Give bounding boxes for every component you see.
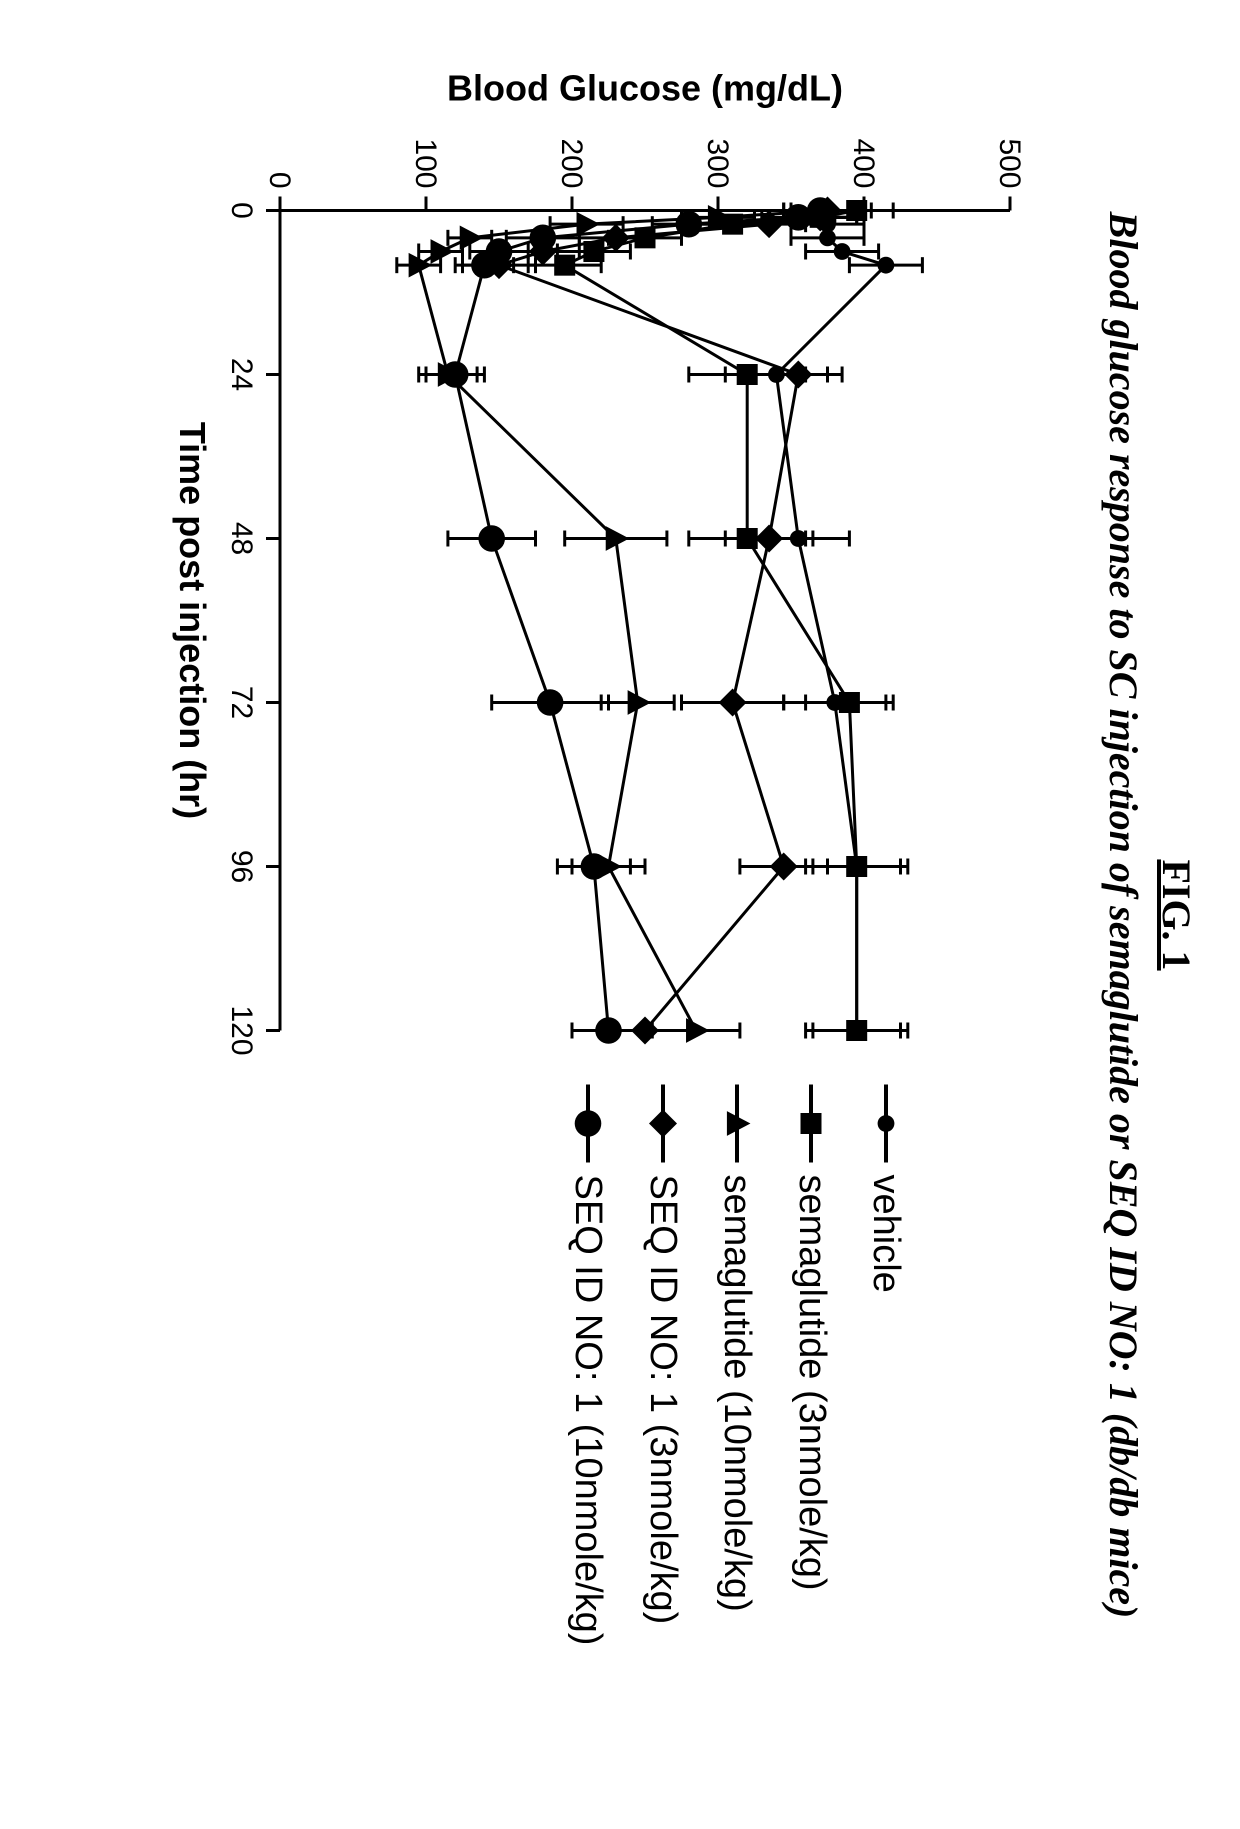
legend-marker-icon <box>861 1080 911 1166</box>
legend-label: SEQ ID NO: 1 (10nmole/kg) <box>554 1174 622 1645</box>
legend-item: semaglutide (3nmole/kg) <box>777 1080 845 1820</box>
svg-text:Time post injection (hr): Time post injection (hr) <box>172 421 213 818</box>
svg-text:0: 0 <box>263 171 296 188</box>
legend-item: SEQ ID NO: 1 (10nmole/kg) <box>554 1080 622 1820</box>
svg-text:24: 24 <box>225 357 258 390</box>
legend-label: semaglutide (10nmole/kg) <box>703 1174 771 1611</box>
legend-label: semaglutide (3nmole/kg) <box>777 1174 845 1590</box>
svg-text:120: 120 <box>225 1005 258 1055</box>
svg-text:48: 48 <box>225 521 258 554</box>
legend-item: SEQ ID NO: 1 (3nmole/kg) <box>628 1080 696 1820</box>
svg-text:400: 400 <box>847 138 880 188</box>
figure-area: 0 24 48 72 96 120 0 100 200 300 400 500 Time post in… <box>140 40 1040 1789</box>
legend-label: vehicle <box>852 1174 920 1292</box>
svg-text:0: 0 <box>225 202 258 219</box>
figure-label: FIG. 1 <box>1153 0 1200 1829</box>
figure-subtitle: Blood glucose response to SC injection o… <box>1100 0 1147 1829</box>
legend-marker-icon <box>638 1080 688 1166</box>
svg-text:300: 300 <box>701 138 734 188</box>
svg-text:200: 200 <box>555 138 588 188</box>
chart-legend: vehiclesemaglutide (3nmole/kg)semaglutid… <box>548 1080 920 1820</box>
svg-text:96: 96 <box>225 849 258 882</box>
chart-plot: 0 24 48 72 96 120 0 100 200 300 400 500 Time post in… <box>140 40 1040 1060</box>
legend-label: SEQ ID NO: 1 (3nmole/kg) <box>628 1174 696 1624</box>
svg-text:500: 500 <box>993 138 1026 188</box>
legend-marker-icon <box>563 1080 613 1166</box>
svg-text:72: 72 <box>225 685 258 718</box>
legend-marker-icon <box>786 1080 836 1166</box>
svg-text:Blood Glucose (mg/dL): Blood Glucose (mg/dL) <box>447 67 843 108</box>
legend-item: vehicle <box>852 1080 920 1820</box>
legend-item: semaglutide (10nmole/kg) <box>703 1080 771 1820</box>
svg-text:100: 100 <box>409 138 442 188</box>
legend-marker-icon <box>712 1080 762 1166</box>
